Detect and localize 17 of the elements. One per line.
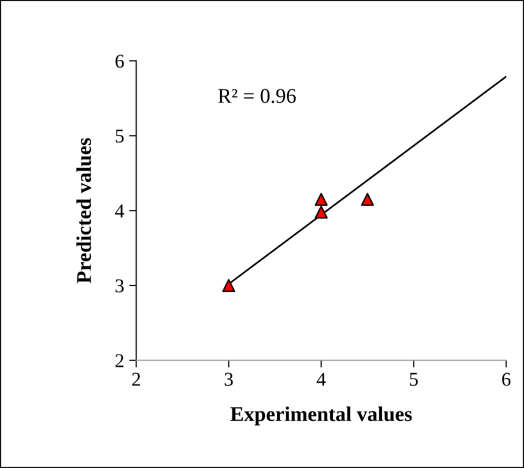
y-tick-label: 5 <box>116 130 124 143</box>
x-axis-title: Experimental values <box>230 406 412 426</box>
x-tick-label: 3 <box>224 372 233 386</box>
point <box>222 278 236 292</box>
x-tick-label: 4 <box>316 372 326 386</box>
y-axis-title: Predicted values <box>76 138 92 284</box>
x-tick-label: 6 <box>502 372 510 386</box>
point <box>314 192 328 206</box>
point <box>360 192 374 206</box>
annotation: R² = 0.96 <box>218 88 296 104</box>
y-tick-label: 4 <box>115 204 124 218</box>
y-tick-label: 3 <box>116 279 124 292</box>
point <box>314 206 328 219</box>
y-tick-label: 2 <box>116 354 124 368</box>
x-tick-label: 2 <box>132 372 140 386</box>
y-tick-label: 6 <box>116 54 124 68</box>
x-tick-label: 5 <box>410 372 418 386</box>
